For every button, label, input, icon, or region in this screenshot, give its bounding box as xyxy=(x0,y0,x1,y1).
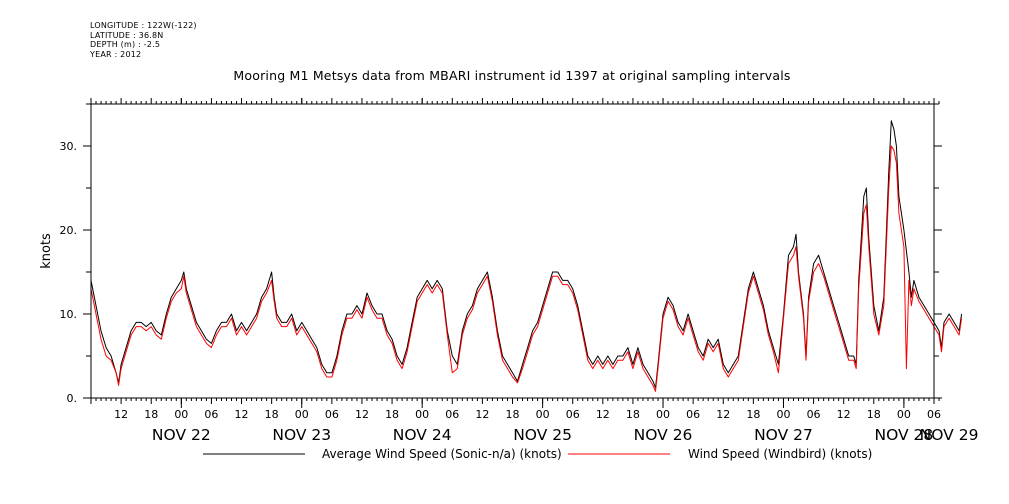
x-tick-label: 18 xyxy=(867,408,881,421)
x-tick-label: 00 xyxy=(536,408,550,421)
x-tick-label: 12 xyxy=(355,408,369,421)
x-tick-label: 06 xyxy=(325,408,339,421)
x-day-label: NOV 29 xyxy=(920,426,979,444)
y-tick-label: 20. xyxy=(60,224,78,237)
legend: Average Wind Speed (Sonic-n/a) (knots) W… xyxy=(203,447,872,461)
legend-label-windbird: Wind Speed (Windbird) (knots) xyxy=(688,447,872,461)
x-tick-label: 18 xyxy=(626,408,640,421)
x-tick-label: 00 xyxy=(295,408,309,421)
x-day-label: NOV 23 xyxy=(272,426,331,444)
x-tick-label: 12 xyxy=(475,408,489,421)
x-tick-label: 18 xyxy=(385,408,399,421)
x-tick-label: 00 xyxy=(656,408,670,421)
x-tick-label: 00 xyxy=(415,408,429,421)
y-tick-label: 10. xyxy=(60,308,78,321)
x-tick-label: 00 xyxy=(897,408,911,421)
series-line-windbird xyxy=(90,145,963,392)
x-tick-label: 18 xyxy=(746,408,760,421)
x-tick-label: 06 xyxy=(445,408,459,421)
year-label: YEAR : 2012 xyxy=(90,49,142,59)
x-day-label: NOV 26 xyxy=(634,426,693,444)
x-tick-label: 18 xyxy=(265,408,279,421)
x-day-label: NOV 24 xyxy=(393,426,452,444)
latitude-label: LATITUDE : 36.8N xyxy=(90,30,164,40)
x-day-label: NOV 27 xyxy=(754,426,813,444)
axis-labels: 0. 10. 20. 30. 12 18 00 06 12 18 00 06 12 18 00 06 12 18 0… xyxy=(60,140,979,444)
x-tick-label: 06 xyxy=(686,408,700,421)
x-tick-label: 12 xyxy=(235,408,249,421)
x-tick-label: 00 xyxy=(776,408,790,421)
metadata-block: LONGITUDE : 122W(-122) LATITUDE : 36.8N … xyxy=(90,21,197,59)
x-tick-label: 12 xyxy=(837,408,851,421)
x-tick-label: 12 xyxy=(716,408,730,421)
x-tick-label: 06 xyxy=(566,408,580,421)
x-tick-label: 06 xyxy=(204,408,218,421)
x-tick-label: 00 xyxy=(174,408,188,421)
depth-label: DEPTH (m) : -2.5 xyxy=(90,40,161,50)
longitude-label: LONGITUDE : 122W(-122) xyxy=(90,21,197,30)
x-tick-label: 12 xyxy=(596,408,610,421)
chart-title: Mooring M1 Metsys data from MBARI instru… xyxy=(233,68,791,83)
x-tick-label: 12 xyxy=(114,408,128,421)
axis-ticks xyxy=(83,98,942,408)
x-day-label: NOV 28 xyxy=(875,426,934,444)
y-tick-label: 30. xyxy=(60,140,78,153)
x-tick-label: 18 xyxy=(506,408,520,421)
x-tick-label: 06 xyxy=(807,408,821,421)
x-tick-label: 06 xyxy=(927,408,941,421)
x-day-label: NOV 22 xyxy=(152,426,211,444)
series-lines xyxy=(90,120,963,392)
legend-label-average-wind-speed: Average Wind Speed (Sonic-n/a) (knots) xyxy=(322,447,562,461)
x-tick-label: 18 xyxy=(144,408,158,421)
x-day-label: NOV 25 xyxy=(513,426,572,444)
series-line-average-wind-speed xyxy=(90,120,963,389)
plot-frame xyxy=(90,103,935,399)
y-tick-label: 0. xyxy=(67,392,78,405)
y-axis-label: knots xyxy=(39,233,54,269)
